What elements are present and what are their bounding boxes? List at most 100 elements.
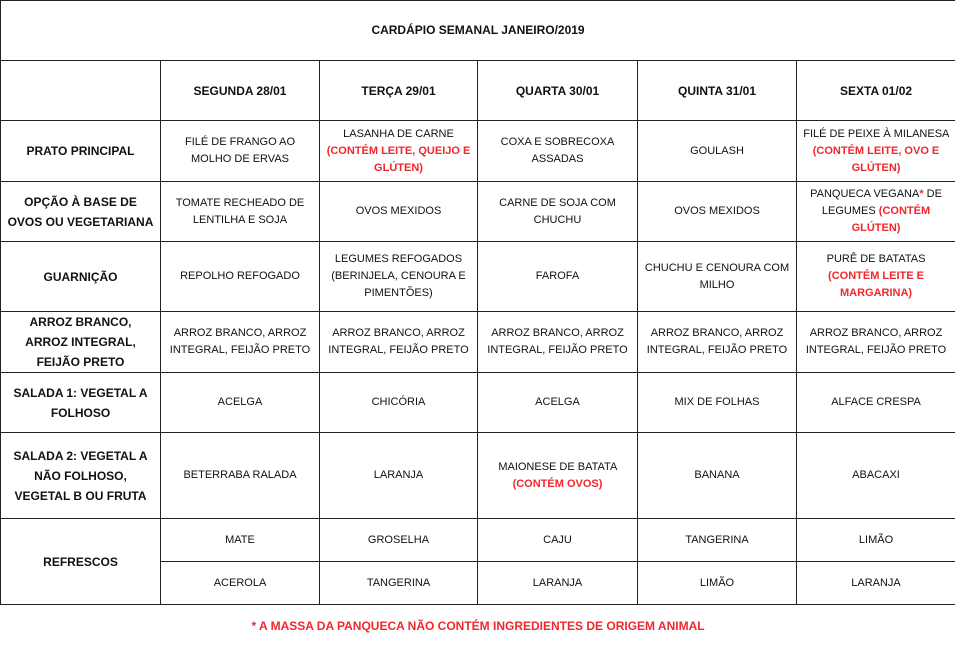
- menu-cell: CHICÓRIA: [320, 373, 478, 433]
- drink-cell: GROSELHA: [320, 519, 478, 562]
- row-label: PRATO PRINCIPAL: [1, 121, 161, 182]
- drink-cell: LARANJA: [797, 562, 955, 605]
- cell-text: MIX DE FOLHAS: [675, 396, 760, 408]
- day-header: QUINTA 31/01: [638, 61, 797, 121]
- menu-cell: PANQUECA VEGANA* DE LEGUMES (CONTÉM GLÚT…: [797, 182, 955, 242]
- table-row: * A MASSA DA PANQUECA NÃO CONTÉM INGREDI…: [1, 605, 955, 648]
- row-label: OPÇÃO À BASE DE OVOS OU VEGETARIANA: [1, 182, 161, 242]
- cell-text: PANQUECA VEGANA: [810, 188, 919, 200]
- cell-text: ALFACE CRESPA: [831, 396, 921, 408]
- allergen-note: (CONTÉM LEITE E MARGARINA): [828, 270, 924, 299]
- menu-cell: MAIONESE DE BATATA (CONTÉM OVOS): [478, 433, 638, 519]
- allergen-note: (CONTÉM LEITE, QUEIJO E GLÚTEN): [327, 145, 471, 174]
- cell-text: CARNE DE SOJA COM CHUCHU: [499, 197, 616, 226]
- corner-cell: [1, 61, 161, 121]
- drink-cell: CAJU: [478, 519, 638, 562]
- cell-text: CHUCHU E CENOURA COM MILHO: [645, 262, 789, 291]
- row-label: REFRESCOS: [1, 519, 161, 605]
- cell-text: BETERRABA RALADA: [183, 469, 296, 481]
- cell-text: GOULASH: [690, 145, 744, 157]
- day-header: TERÇA 29/01: [320, 61, 478, 121]
- menu-cell: ARROZ BRANCO, ARROZ INTEGRAL, FEIJÃO PRE…: [638, 312, 797, 373]
- row-label: SALADA 2: VEGETAL A NÃO FOLHOSO, VEGETAL…: [1, 433, 161, 519]
- cell-text: ARROZ BRANCO, ARROZ INTEGRAL, FEIJÃO PRE…: [487, 327, 627, 356]
- menu-cell: FILÉ DE PEIXE À MILANESA (CONTÉM LEITE, …: [797, 121, 955, 182]
- cell-text: FILÉ DE FRANGO AO MOLHO DE ERVAS: [185, 136, 295, 165]
- cell-text: ARROZ BRANCO, ARROZ INTEGRAL, FEIJÃO PRE…: [647, 327, 787, 356]
- menu-cell: ARROZ BRANCO, ARROZ INTEGRAL, FEIJÃO PRE…: [320, 312, 478, 373]
- table-row: OPÇÃO À BASE DE OVOS OU VEGETARIANA TOMAT…: [1, 182, 955, 242]
- drink-cell: TANGERINA: [320, 562, 478, 605]
- menu-cell: ARROZ BRANCO, ARROZ INTEGRAL, FEIJÃO PRE…: [161, 312, 320, 373]
- cell-text: PURÊ DE BATATAS: [827, 253, 926, 265]
- cell-text: ACELGA: [535, 396, 580, 408]
- table-row: PRATO PRINCIPAL FILÉ DE FRANGO AO MOLHO D…: [1, 121, 955, 182]
- row-label: ARROZ BRANCO, ARROZ INTEGRAL, FEIJÃO PRE…: [1, 312, 161, 373]
- day-header: SEGUNDA 28/01: [161, 61, 320, 121]
- cell-text: ARROZ BRANCO, ARROZ INTEGRAL, FEIJÃO PRE…: [806, 327, 946, 356]
- allergen-note: (CONTÉM LEITE, OVO E GLÚTEN): [813, 145, 940, 174]
- cell-text: OVOS MEXIDOS: [674, 205, 760, 217]
- day-header: QUARTA 30/01: [478, 61, 638, 121]
- table-row: CARDÁPIO SEMANAL JANEIRO/2019: [1, 1, 955, 61]
- menu-cell: FILÉ DE FRANGO AO MOLHO DE ERVAS: [161, 121, 320, 182]
- cell-text: ARROZ BRANCO, ARROZ INTEGRAL, FEIJÃO PRE…: [170, 327, 310, 356]
- menu-cell: OVOS MEXIDOS: [320, 182, 478, 242]
- menu-cell: ACELGA: [478, 373, 638, 433]
- allergen-note: (CONTÉM OVOS): [513, 478, 603, 490]
- table-row: GUARNIÇÃO REPOLHO REFOGADO LEGUMES REFOGAD…: [1, 242, 955, 312]
- menu-cell: LEGUMES REFOGADOS (BERINJELA, CENOURA E …: [320, 242, 478, 312]
- cell-text: FAROFA: [536, 270, 579, 282]
- cell-text: LASANHA DE CARNE: [343, 128, 454, 140]
- menu-cell: REPOLHO REFOGADO: [161, 242, 320, 312]
- cell-text: ABACAXI: [852, 469, 900, 481]
- cell-text: FILÉ DE PEIXE À MILANESA: [803, 128, 949, 140]
- menu-cell: TOMATE RECHEADO DE LENTILHA E SOJA: [161, 182, 320, 242]
- row-label: SALADA 1: VEGETAL A FOLHOSO: [1, 373, 161, 433]
- menu-cell: BETERRABA RALADA: [161, 433, 320, 519]
- cell-text: ARROZ BRANCO, ARROZ INTEGRAL, FEIJÃO PRE…: [328, 327, 468, 356]
- cell-text: BANANA: [694, 469, 739, 481]
- menu-cell: FAROFA: [478, 242, 638, 312]
- menu-cell: PURÊ DE BATATAS (CONTÉM LEITE E MARGARIN…: [797, 242, 955, 312]
- cell-text: CHICÓRIA: [372, 396, 426, 408]
- cell-text: REPOLHO REFOGADO: [180, 270, 300, 282]
- cell-text: TOMATE RECHEADO DE LENTILHA E SOJA: [176, 197, 305, 226]
- menu-cell: CARNE DE SOJA COM CHUCHU: [478, 182, 638, 242]
- menu-cell: LARANJA: [320, 433, 478, 519]
- cell-text: OVOS MEXIDOS: [356, 205, 442, 217]
- drink-cell: LIMÃO: [797, 519, 955, 562]
- cell-text: LEGUMES REFOGADOS (BERINJELA, CENOURA E …: [331, 253, 465, 299]
- menu-cell: ACELGA: [161, 373, 320, 433]
- menu-cell: OVOS MEXIDOS: [638, 182, 797, 242]
- drink-cell: LARANJA: [478, 562, 638, 605]
- day-header: SEXTA 01/02: [797, 61, 955, 121]
- menu-cell: ARROZ BRANCO, ARROZ INTEGRAL, FEIJÃO PRE…: [478, 312, 638, 373]
- menu-cell: ALFACE CRESPA: [797, 373, 955, 433]
- menu-cell: GOULASH: [638, 121, 797, 182]
- menu-cell: ABACAXI: [797, 433, 955, 519]
- table-row: ARROZ BRANCO, ARROZ INTEGRAL, FEIJÃO PRE…: [1, 312, 955, 373]
- footer-note: * A MASSA DA PANQUECA NÃO CONTÉM INGREDI…: [1, 605, 955, 648]
- cell-text: MAIONESE DE BATATA: [498, 461, 616, 473]
- drink-cell: ACEROLA: [161, 562, 320, 605]
- drink-cell: MATE: [161, 519, 320, 562]
- drink-cell: TANGERINA: [638, 519, 797, 562]
- menu-cell: ARROZ BRANCO, ARROZ INTEGRAL, FEIJÃO PRE…: [797, 312, 955, 373]
- cell-text: LARANJA: [374, 469, 424, 481]
- table-row: SALADA 2: VEGETAL A NÃO FOLHOSO, VEGETAL…: [1, 433, 955, 519]
- menu-cell: LASANHA DE CARNE (CONTÉM LEITE, QUEIJO E…: [320, 121, 478, 182]
- row-label: GUARNIÇÃO: [1, 242, 161, 312]
- menu-cell: BANANA: [638, 433, 797, 519]
- drink-cell: LIMÃO: [638, 562, 797, 605]
- menu-cell: CHUCHU E CENOURA COM MILHO: [638, 242, 797, 312]
- menu-title: CARDÁPIO SEMANAL JANEIRO/2019: [1, 1, 955, 61]
- cell-text: COXA E SOBRECOXA ASSADAS: [501, 136, 615, 165]
- menu-cell: COXA E SOBRECOXA ASSADAS: [478, 121, 638, 182]
- menu-cell: MIX DE FOLHAS: [638, 373, 797, 433]
